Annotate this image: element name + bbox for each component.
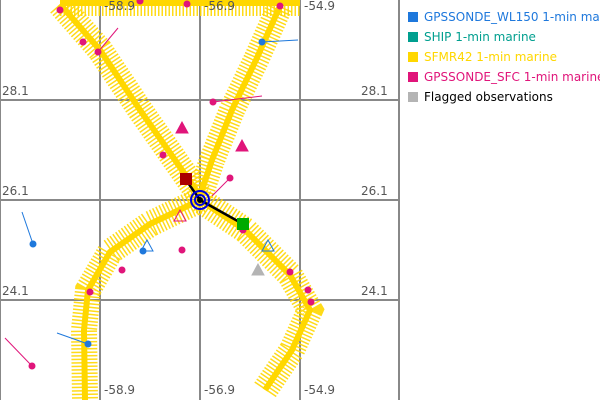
legend-item-gpssonde-sfc[interactable]: GPSSONDE_SFC 1-min marine bbox=[408, 67, 600, 87]
map-plot[interactable]: -58.9 -56.9 -54.9 -58.9 -56.9 -54.9 28.1… bbox=[0, 0, 400, 400]
legend-swatch bbox=[408, 92, 418, 102]
gpssonde-sfc-point bbox=[94, 48, 102, 56]
legend-swatch bbox=[408, 12, 418, 22]
gpssonde-sfc-point bbox=[56, 6, 64, 14]
legend-item-gpssonde-wl150[interactable]: GPSSONDE_WL150 1-min marine bbox=[408, 7, 600, 27]
center-ring-outer bbox=[190, 190, 210, 210]
legend-item-flagged[interactable]: Flagged observations bbox=[408, 87, 600, 107]
legend-label: Flagged observations bbox=[424, 90, 553, 104]
legend-swatch bbox=[408, 32, 418, 42]
legend-swatch bbox=[408, 52, 418, 62]
gpssonde-sfc-point bbox=[209, 98, 217, 106]
flight-track bbox=[80, 197, 202, 400]
lon-label-top: -54.9 bbox=[304, 0, 336, 13]
wind-barb bbox=[261, 39, 299, 43]
wind-flag bbox=[173, 208, 187, 222]
sfmr-tracks bbox=[50, 0, 325, 400]
gpssonde-sfc-point bbox=[226, 174, 234, 182]
legend-swatch bbox=[408, 72, 418, 82]
wind-flag bbox=[251, 262, 265, 276]
flight-track bbox=[57, 2, 203, 198]
lat-label-left: 26.1 bbox=[2, 184, 29, 198]
lon-label-top: -56.9 bbox=[204, 0, 236, 13]
position-marker bbox=[180, 173, 192, 185]
wind-barb bbox=[21, 211, 34, 245]
wind-barb bbox=[97, 27, 119, 53]
ship-marker bbox=[237, 218, 249, 230]
legend: GPSSONDE_WL150 1-min marine SHIP 1-min m… bbox=[408, 7, 600, 107]
lat-label-right: 24.1 bbox=[361, 284, 388, 298]
legend-label: GPSSONDE_WL150 1-min marine bbox=[424, 10, 600, 24]
gpssonde-sfc-point bbox=[28, 362, 36, 370]
gpssonde-sfc-point bbox=[136, 0, 144, 5]
gpssonde-sfc-point bbox=[118, 266, 126, 274]
lon-label-bottom: -56.9 bbox=[204, 383, 236, 397]
wind-flag bbox=[235, 138, 249, 152]
wind-barbs bbox=[4, 27, 299, 367]
lon-label-top: -58.9 bbox=[104, 0, 136, 13]
gpssonde-sfc-point bbox=[183, 0, 191, 8]
lat-label-right: 26.1 bbox=[361, 184, 388, 198]
lat-label-left: 24.1 bbox=[2, 284, 29, 298]
gpssonde-sfc-point bbox=[304, 286, 312, 294]
wind-flag bbox=[175, 120, 189, 134]
gpssonde-sfc-point bbox=[286, 268, 294, 276]
center-dot bbox=[197, 197, 203, 203]
map-canvas bbox=[0, 0, 400, 400]
wind-flag bbox=[140, 238, 154, 252]
storm-center bbox=[180, 173, 249, 230]
wind-barb bbox=[211, 177, 231, 197]
wind-barb bbox=[212, 95, 263, 103]
gpssonde-sfc-point bbox=[86, 288, 94, 296]
barb-hatching bbox=[192, 189, 325, 398]
gpssonde-sfc-point bbox=[178, 246, 186, 254]
wind-barb bbox=[56, 332, 89, 345]
gpssonde-wl150-point bbox=[84, 340, 92, 348]
gpssonde-sfc-point bbox=[159, 151, 167, 159]
gpssonde-wl150-point bbox=[139, 247, 147, 255]
legend-item-ship[interactable]: SHIP 1-min marine bbox=[408, 27, 600, 47]
observation-markers bbox=[28, 0, 315, 370]
lat-label-left: 28.1 bbox=[2, 84, 29, 98]
gpssonde-sfc-point bbox=[79, 38, 87, 46]
legend-item-sfmr42[interactable]: SFMR42 1-min marine bbox=[408, 47, 600, 67]
lon-label-bottom: -58.9 bbox=[104, 383, 136, 397]
wind-barb bbox=[4, 337, 33, 367]
lon-label-bottom: -54.9 bbox=[304, 383, 336, 397]
lat-label-right: 28.1 bbox=[361, 84, 388, 98]
legend-label: SHIP 1-min marine bbox=[424, 30, 536, 44]
center-ring-inner bbox=[194, 194, 206, 206]
gpssonde-wl150-point bbox=[258, 38, 266, 46]
legend-label: GPSSONDE_SFC 1-min marine bbox=[424, 70, 600, 84]
gpssonde-sfc-point bbox=[276, 2, 284, 10]
legend-label: SFMR42 1-min marine bbox=[424, 50, 558, 64]
gpssonde-sfc-point bbox=[307, 298, 315, 306]
gpssonde-wl150-point bbox=[29, 240, 37, 248]
wind-flag bbox=[261, 238, 275, 252]
